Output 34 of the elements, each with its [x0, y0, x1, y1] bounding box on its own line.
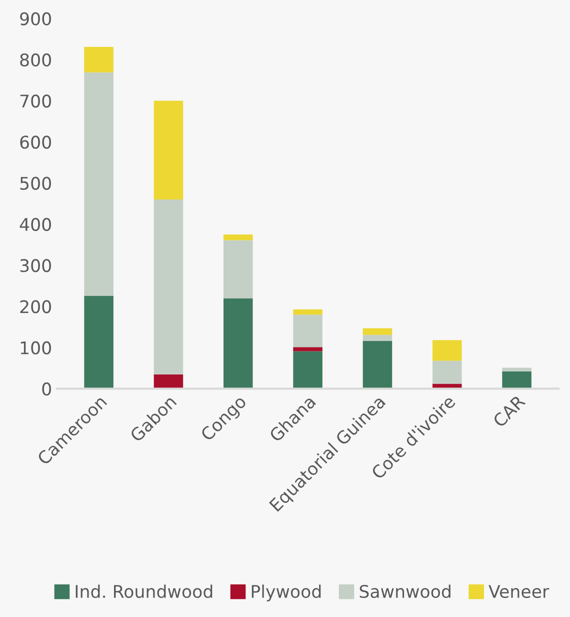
y-tick-label: 300	[20, 259, 51, 272]
bar	[224, 234, 253, 240]
y-tick-label: 700	[20, 94, 51, 108]
legend-label: Ind. Roundwood	[76, 584, 212, 598]
bar	[84, 46, 114, 72]
y-tick-label: 100	[20, 341, 51, 354]
bar	[154, 199, 184, 374]
bar	[84, 296, 114, 389]
bar	[362, 340, 392, 389]
y-tick-label: 200	[20, 300, 51, 314]
bar	[293, 347, 322, 352]
bar	[293, 314, 322, 348]
y-tick-label: 900	[20, 12, 51, 26]
bar	[154, 100, 184, 200]
bar	[293, 351, 322, 389]
bar	[502, 371, 532, 389]
y-tick-label: 600	[20, 136, 51, 149]
bar	[432, 340, 462, 361]
bar	[224, 240, 253, 298]
bar	[362, 328, 392, 335]
bar	[432, 360, 462, 384]
bar	[224, 298, 253, 389]
y-tick-label: 800	[20, 53, 51, 66]
legend-label: Veneer	[488, 585, 550, 598]
y-tick-label: 0	[42, 382, 51, 396]
bar	[362, 334, 392, 341]
bar	[502, 368, 532, 372]
y-tick-label: 400	[20, 218, 51, 232]
bar	[84, 72, 114, 296]
y-tick-label: 500	[20, 176, 51, 190]
legend-label: Plywood	[252, 584, 321, 602]
bar	[293, 309, 322, 315]
legend-label: Sawnwood	[360, 584, 450, 598]
x-tick-label: CAR	[492, 394, 526, 428]
